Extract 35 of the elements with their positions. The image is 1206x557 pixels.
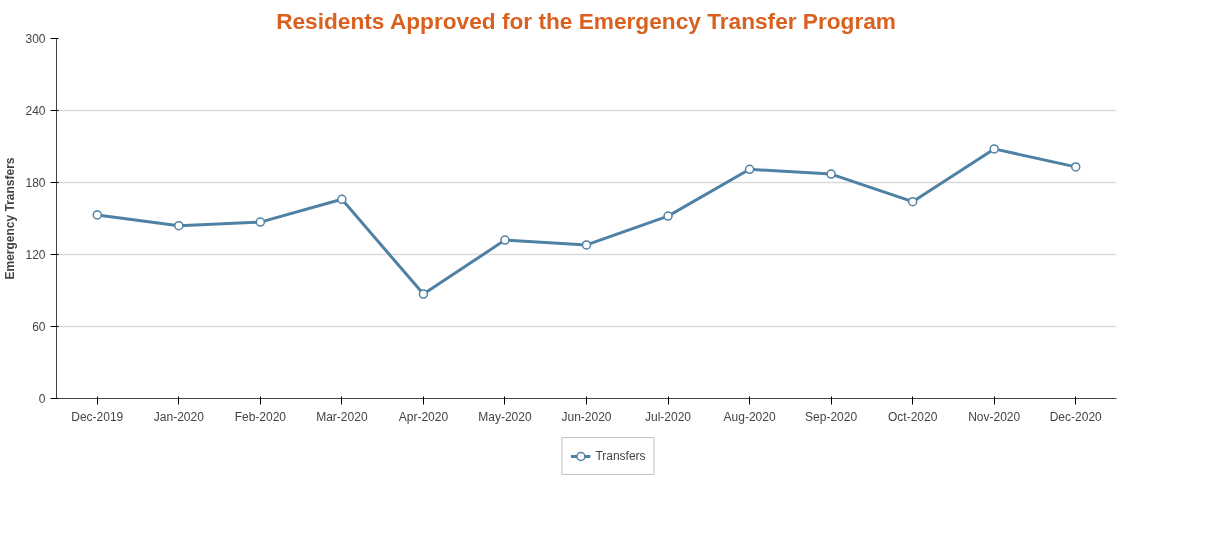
point	[1070, 162, 1081, 172]
point	[500, 235, 510, 245]
x-tick-label: Jan-2020	[153, 409, 205, 424]
x-tick-label: Aug-2020	[723, 409, 776, 424]
y-tick-label: 60	[32, 320, 46, 334]
x-tick-label: Dec-2019	[71, 409, 124, 424]
x-tick-label: Dec-2020	[1049, 409, 1103, 424]
point	[663, 211, 673, 221]
x-tick-label: May-2020	[478, 409, 532, 424]
point	[826, 169, 836, 179]
x-tick-label: Jun-2020	[561, 409, 612, 424]
y-axis-title: Emergency Transfers	[3, 157, 18, 280]
x-tick-label: Mar-2020	[316, 409, 368, 424]
point	[907, 196, 918, 207]
y-tick-label: 300	[25, 32, 46, 46]
point	[744, 164, 755, 175]
x-tick-label: Jul-2020	[645, 409, 692, 424]
point	[174, 220, 184, 231]
chart-title: Residents Approved for the Emergency Transfer Program	[276, 7, 897, 34]
y-tick-label: 120	[25, 248, 46, 262]
x-tick-label: Apr-2020	[398, 409, 449, 424]
y-tick-label: 180	[25, 176, 46, 190]
y-tick-label: 240	[25, 104, 46, 118]
y-tick-label: 0	[38, 392, 46, 406]
point	[92, 210, 103, 220]
point	[337, 194, 347, 205]
point	[989, 144, 999, 154]
x-tick-label: Sep-2020	[805, 409, 858, 424]
point	[418, 289, 429, 299]
x-tick-label: Oct-2020	[887, 409, 938, 424]
x-tick-label: Nov-2020	[968, 409, 1021, 424]
point	[255, 217, 266, 227]
x-tick-label: Feb-2020	[234, 409, 287, 424]
legend-label: Transfers	[595, 449, 646, 463]
point	[581, 240, 592, 250]
